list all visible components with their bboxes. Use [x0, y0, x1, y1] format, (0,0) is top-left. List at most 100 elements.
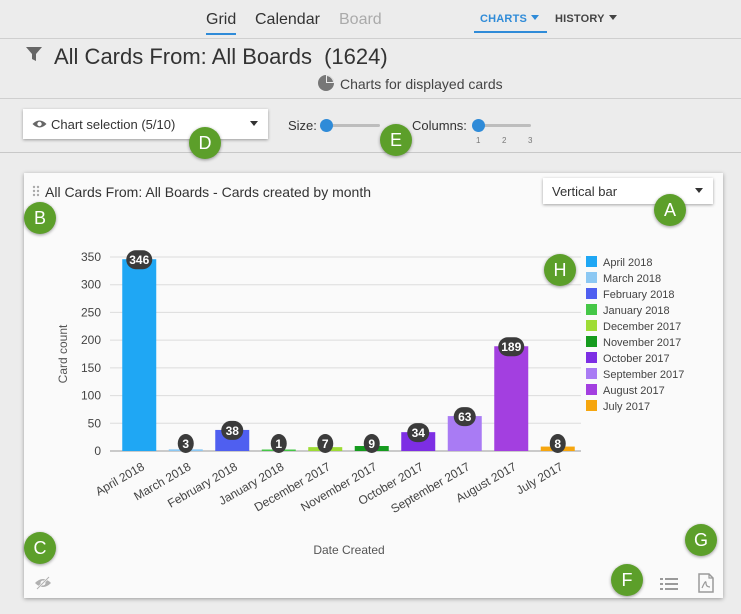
data-label: 7 [322, 437, 329, 451]
size-slider-handle[interactable] [320, 119, 333, 132]
columns-tick: 3 [528, 136, 533, 145]
legend-entry: March 2018 [603, 273, 661, 285]
data-label-bg [270, 434, 287, 453]
columns-label: Columns: [412, 118, 467, 133]
annotation-badge-b: B [24, 202, 56, 234]
legend-swatch [586, 304, 597, 315]
chart-selection-dropdown[interactable]: Chart selection (5/10) [23, 109, 268, 139]
legend-entry: February 2018 [603, 289, 675, 301]
annotation-badge-e: E [380, 124, 412, 156]
x-axis-label: Date Created [313, 543, 384, 557]
y-tick-label: 300 [81, 278, 101, 292]
hidden-eye-icon[interactable] [34, 576, 52, 590]
annotation-badge-d: D [189, 127, 221, 159]
legend-entry: October 2017 [603, 353, 670, 365]
columns-tick: 1 [476, 136, 481, 145]
legend-swatch [586, 368, 597, 379]
x-tick-label: July 2017 [514, 459, 566, 497]
page-title-text: All Cards From: All Boards [54, 44, 312, 69]
legend-swatch [586, 288, 597, 299]
data-label: 189 [501, 340, 521, 354]
drag-handle-icon[interactable] [32, 185, 40, 197]
chevron-down-icon [695, 188, 703, 193]
y-axis-label: Card count [56, 324, 70, 383]
chevron-down-icon [608, 15, 617, 20]
annotation-badge-h: H [544, 254, 576, 286]
filter-icon [26, 47, 42, 61]
chevron-down-icon [250, 121, 258, 126]
legend-entry: July 2017 [603, 401, 650, 413]
y-tick-label: 350 [81, 250, 101, 264]
y-tick-label: 0 [94, 444, 101, 458]
data-label: 63 [458, 410, 472, 424]
bar-chart: 0 50 100 150 200 250 300 350 Card count Date Crea… [56, 250, 684, 557]
legend-swatch [586, 352, 597, 363]
legend-entry: April 2018 [603, 257, 653, 269]
chart-card: All Cards From: All Boards - Cards creat… [24, 173, 723, 598]
y-tick-label: 200 [81, 333, 101, 347]
list-icon[interactable] [660, 577, 678, 591]
data-label: 1 [275, 437, 282, 451]
legend-swatch [586, 256, 597, 267]
data-label-bg [317, 434, 334, 453]
data-label-bg [498, 337, 525, 357]
data-label: 3 [182, 437, 189, 451]
history-menu-label: HISTORY [555, 13, 605, 25]
size-slider[interactable] [326, 124, 380, 127]
eye-icon [32, 120, 47, 128]
chart-type-dropdown[interactable]: Vertical bar [543, 178, 713, 204]
columns-slider[interactable] [478, 124, 531, 127]
data-label-bg [126, 250, 153, 270]
data-label: 8 [554, 437, 561, 451]
legend-entry: November 2017 [603, 337, 681, 349]
chevron-down-icon [531, 15, 540, 20]
data-label-bg [177, 434, 194, 453]
pdf-icon[interactable] [698, 573, 714, 593]
tab-grid[interactable]: Grid [206, 11, 237, 35]
data-label-bg [221, 420, 244, 440]
legend-entry: December 2017 [603, 321, 681, 333]
legend-entry: August 2017 [603, 385, 665, 397]
legend-swatch [586, 320, 597, 331]
size-label: Size: [288, 118, 317, 133]
y-tick-label: 250 [81, 305, 101, 319]
y-tick-label: 150 [81, 361, 101, 375]
columns-tick: 2 [502, 136, 507, 145]
bar [494, 346, 529, 451]
charts-subtitle: Charts for displayed cards [340, 76, 503, 92]
tab-board[interactable]: Board [339, 11, 382, 28]
tab-calendar[interactable]: Calendar [255, 11, 320, 28]
y-tick-label: 100 [81, 389, 101, 403]
columns-slider-handle[interactable] [472, 119, 485, 132]
data-label: 346 [129, 253, 149, 267]
legend-swatch [586, 384, 597, 395]
data-label-bg [407, 423, 430, 443]
legend-swatch [586, 272, 597, 283]
page-title: All Cards From: All Boards (1624) [54, 44, 388, 70]
annotation-badge-f: F [611, 564, 643, 596]
chart-title: All Cards From: All Boards - Cards creat… [45, 184, 372, 200]
subtitle-divider [0, 98, 741, 99]
legend-swatch [586, 336, 597, 347]
chart-selection-label: Chart selection (5/10) [51, 117, 176, 132]
chart-type-value: Vertical bar [552, 184, 618, 199]
legend-swatch [586, 400, 597, 411]
data-label-bg [363, 434, 380, 453]
annotation-badge-g: G [685, 524, 717, 556]
charts-menu-label: CHARTS [480, 13, 528, 25]
annotation-badge-c: C [24, 532, 56, 564]
bar [122, 259, 157, 451]
data-label: 9 [368, 437, 375, 451]
charts-menu[interactable]: CHARTS [473, 13, 548, 33]
annotation-badge-a: A [654, 194, 686, 226]
data-label-bg [453, 407, 476, 427]
history-menu[interactable]: HISTORY [555, 13, 617, 25]
y-tick-label: 50 [88, 416, 102, 430]
data-label: 34 [412, 426, 426, 440]
legend-entry: January 2018 [603, 305, 670, 317]
legend-entry: September 2017 [603, 369, 684, 381]
x-tick-label: September 2017 [388, 459, 472, 516]
controls-divider [0, 152, 741, 153]
data-label-bg [549, 434, 566, 453]
card-count: (1624) [324, 44, 388, 69]
